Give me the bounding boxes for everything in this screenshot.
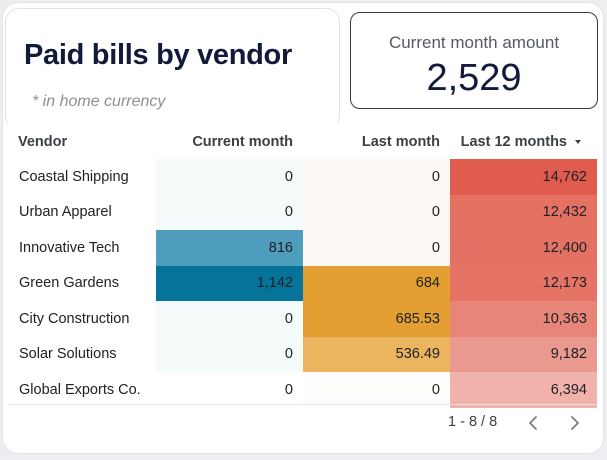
current-month-cell: 1,142 (156, 265, 303, 301)
last-month-cell: 0 (303, 194, 450, 230)
column-header-last-month[interactable]: Last month (303, 124, 450, 159)
last-12-months-cell: 12,400 (450, 230, 597, 266)
current-month-cell: 0 (156, 301, 303, 337)
last-12-months-cell: 10,363 (450, 301, 597, 337)
kpi-card: Current month amount 2,529 (350, 12, 598, 109)
last-month-cell: 684 (303, 265, 450, 301)
current-month-cell: 0 (156, 336, 303, 372)
current-month-cell: 0 (156, 159, 303, 195)
table-header-row: Vendor Current month Last month Last 12 … (8, 124, 597, 159)
table-row: City Construction 0 685.53 10,363 (8, 301, 597, 337)
column-header-current-month[interactable]: Current month (156, 124, 303, 159)
table-row: Coastal Shipping 0 0 14,762 (8, 159, 597, 195)
chevron-left-icon (529, 416, 537, 430)
page-subtitle: * in home currency (32, 93, 166, 110)
current-month-cell: 816 (156, 230, 303, 266)
sort-descending-icon[interactable] (575, 139, 581, 144)
title-card: Paid bills by vendor * in home currency (5, 8, 340, 130)
page-title: Paid bills by vendor (24, 39, 292, 71)
column-header-last-12-months-label: Last 12 months (460, 133, 567, 150)
table-row: Global Exports Co. 0 0 6,394 (8, 372, 597, 408)
last-12-months-cell: 9,182 (450, 336, 597, 372)
chevron-right-icon (571, 416, 579, 430)
last-month-cell: 0 (303, 230, 450, 266)
vendor-cell: Solar Solutions (19, 346, 117, 363)
vendor-table: Vendor Current month Last month Last 12 … (8, 124, 597, 408)
table-row: Solar Solutions 0 536.49 9,182 (8, 336, 597, 372)
table-row: Urban Apparel 0 0 12,432 (8, 194, 597, 230)
table-row: Innovative Tech 816 0 12,400 (8, 230, 597, 266)
last-12-months-cell: 14,762 (450, 159, 597, 195)
vendor-cell: Global Exports Co. (19, 381, 141, 398)
last-month-cell: 0 (303, 372, 450, 408)
vendor-cell: City Construction (19, 310, 130, 327)
table-row: Green Gardens 1,142 684 12,173 (8, 265, 597, 301)
column-header-last-12-months[interactable]: Last 12 months (450, 124, 597, 159)
last-month-cell: 536.49 (303, 336, 450, 372)
last-12-months-cell: 12,432 (450, 194, 597, 230)
vendor-cell: Innovative Tech (19, 239, 120, 256)
last-12-months-cell: 6,394 (450, 372, 597, 408)
column-header-vendor[interactable]: Vendor (8, 124, 156, 159)
last-month-cell: 0 (303, 159, 450, 195)
current-month-cell: 0 (156, 372, 303, 408)
last-month-cell: 685.53 (303, 301, 450, 337)
next-page-button[interactable] (561, 408, 589, 438)
kpi-value: 2,529 (426, 57, 522, 99)
vendor-cell: Urban Apparel (19, 204, 112, 221)
vendor-cell: Green Gardens (19, 275, 119, 292)
table-footer-divider (8, 404, 597, 405)
kpi-label: Current month amount (388, 33, 560, 52)
previous-page-button[interactable] (519, 408, 547, 438)
last-12-months-cell: 12,173 (450, 265, 597, 301)
current-month-cell: 0 (156, 194, 303, 230)
pagination-range: 1 - 8 / 8 (448, 414, 498, 430)
vendor-cell: Coastal Shipping (19, 168, 129, 185)
